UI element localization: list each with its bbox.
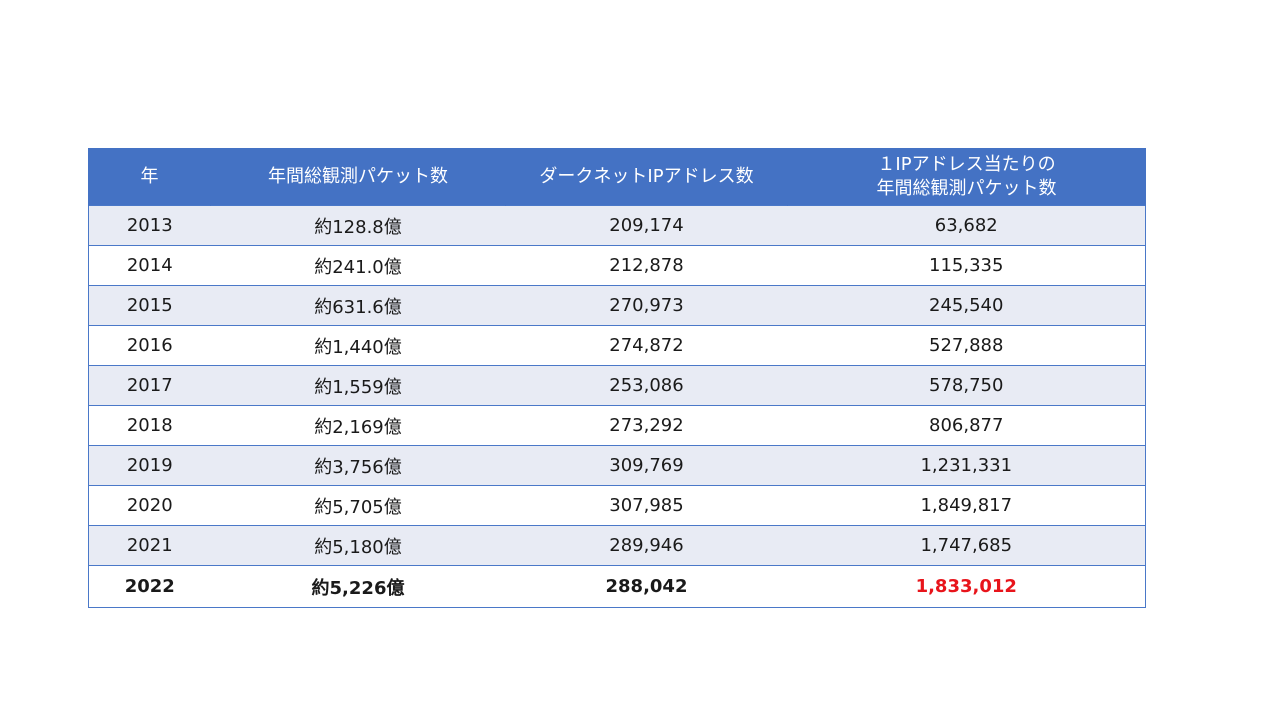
- cell-year: 2018: [88, 405, 211, 446]
- cell-packets: 約1,559億: [210, 365, 506, 406]
- cell-year: 2015: [88, 285, 211, 326]
- cell-year: 2021: [88, 525, 211, 566]
- table-body: 2013 約128.8億 209,174 63,682 2014 約241.0億…: [88, 205, 1146, 608]
- table-row: 2013 約128.8億 209,174 63,682: [88, 205, 1146, 246]
- header-per-ip-line1: １IPアドレス当たりの: [877, 153, 1056, 175]
- cell-year: 2020: [88, 485, 211, 526]
- cell-per-ip: 1,849,817: [787, 485, 1146, 526]
- table-row-latest: 2022 約5,226億 288,042 1,833,012: [88, 565, 1146, 608]
- cell-packets: 約1,440億: [210, 325, 506, 366]
- cell-packets: 約241.0億: [210, 245, 506, 286]
- cell-per-ip: 527,888: [787, 325, 1146, 366]
- cell-addresses: 212,878: [505, 245, 788, 286]
- table-row: 2019 約3,756億 309,769 1,231,331: [88, 445, 1146, 486]
- cell-year: 2022: [88, 565, 211, 608]
- table-row: 2020 約5,705億 307,985 1,849,817: [88, 485, 1146, 526]
- cell-packets: 約631.6億: [210, 285, 506, 326]
- cell-year: 2014: [88, 245, 211, 286]
- table-row: 2021 約5,180億 289,946 1,747,685: [88, 525, 1146, 566]
- table-header: 年 年間総観測パケット数 ダークネットIPアドレス数 １IPアドレス当たりの 年…: [88, 148, 1146, 206]
- cell-packets: 約5,180億: [210, 525, 506, 566]
- header-per-ip: １IPアドレス当たりの 年間総観測パケット数: [787, 148, 1146, 206]
- cell-addresses: 253,086: [505, 365, 788, 406]
- cell-packets: 約2,169億: [210, 405, 506, 446]
- cell-per-ip: 806,877: [787, 405, 1146, 446]
- table-row: 2017 約1,559億 253,086 578,750: [88, 365, 1146, 406]
- cell-addresses: 274,872: [505, 325, 788, 366]
- cell-packets: 約5,705億: [210, 485, 506, 526]
- cell-per-ip: 578,750: [787, 365, 1146, 406]
- cell-addresses: 289,946: [505, 525, 788, 566]
- cell-per-ip: 1,747,685: [787, 525, 1146, 566]
- cell-year: 2013: [88, 205, 211, 246]
- cell-packets: 約128.8億: [210, 205, 506, 246]
- cell-addresses: 270,973: [505, 285, 788, 326]
- cell-addresses: 307,985: [505, 485, 788, 526]
- cell-year: 2019: [88, 445, 211, 486]
- cell-addresses: 309,769: [505, 445, 788, 486]
- cell-year: 2016: [88, 325, 211, 366]
- cell-addresses: 288,042: [505, 565, 788, 608]
- cell-addresses: 209,174: [505, 205, 788, 246]
- table-row: 2014 約241.0億 212,878 115,335: [88, 245, 1146, 286]
- header-addresses: ダークネットIPアドレス数: [505, 148, 788, 206]
- darknet-stats-table: 年 年間総観測パケット数 ダークネットIPアドレス数 １IPアドレス当たりの 年…: [88, 148, 1146, 608]
- table-row: 2015 約631.6億 270,973 245,540: [88, 285, 1146, 326]
- header-packets: 年間総観測パケット数: [210, 148, 506, 206]
- table-row: 2016 約1,440億 274,872 527,888: [88, 325, 1146, 366]
- cell-per-ip: 115,335: [787, 245, 1146, 286]
- cell-addresses: 273,292: [505, 405, 788, 446]
- cell-packets: 約3,756億: [210, 445, 506, 486]
- cell-per-ip: 1,231,331: [787, 445, 1146, 486]
- table-row: 2018 約2,169億 273,292 806,877: [88, 405, 1146, 446]
- cell-per-ip: 63,682: [787, 205, 1146, 246]
- cell-year: 2017: [88, 365, 211, 406]
- cell-per-ip-highlighted: 1,833,012: [787, 565, 1146, 608]
- cell-packets: 約5,226億: [210, 565, 506, 608]
- header-row: 年 年間総観測パケット数 ダークネットIPアドレス数 １IPアドレス当たりの 年…: [88, 148, 1146, 206]
- cell-per-ip: 245,540: [787, 285, 1146, 326]
- header-per-ip-line2: 年間総観測パケット数: [876, 177, 1057, 199]
- header-year: 年: [88, 148, 211, 206]
